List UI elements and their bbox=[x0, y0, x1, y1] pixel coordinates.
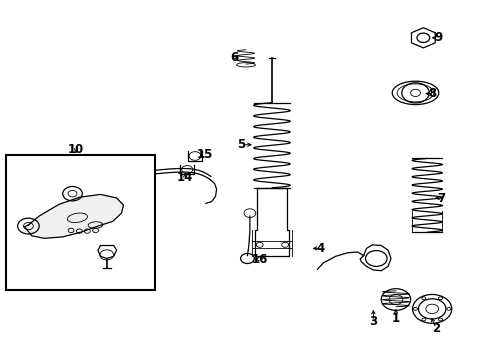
Text: 11: 11 bbox=[9, 239, 25, 252]
Text: 1: 1 bbox=[392, 312, 400, 325]
Text: 8: 8 bbox=[428, 87, 436, 100]
Text: 14: 14 bbox=[177, 171, 194, 184]
Text: 5: 5 bbox=[237, 138, 245, 151]
Polygon shape bbox=[24, 194, 123, 238]
Text: 9: 9 bbox=[435, 31, 442, 44]
Text: 12: 12 bbox=[98, 257, 115, 270]
Text: 6: 6 bbox=[230, 51, 238, 64]
Text: 3: 3 bbox=[369, 315, 377, 328]
Bar bbox=[6, 155, 155, 290]
Text: 16: 16 bbox=[251, 253, 268, 266]
Text: 7: 7 bbox=[437, 192, 445, 204]
Text: 13: 13 bbox=[128, 181, 145, 194]
Text: 10: 10 bbox=[68, 143, 84, 156]
Text: 15: 15 bbox=[196, 148, 213, 161]
Text: 4: 4 bbox=[317, 242, 325, 255]
Text: 11: 11 bbox=[71, 178, 88, 191]
Text: 2: 2 bbox=[432, 322, 440, 335]
